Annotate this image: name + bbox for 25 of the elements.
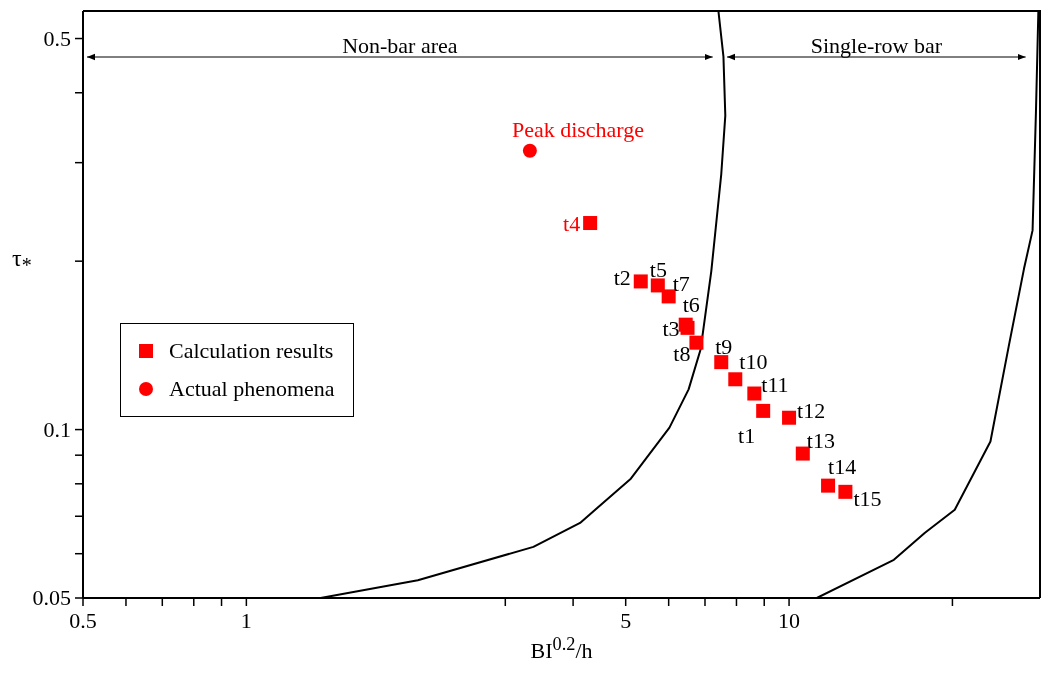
y-tick-label: 0.5	[43, 25, 71, 51]
x-tick-label: 10	[778, 608, 801, 633]
x-axis-title: BI$^{0.2}$/h	[529, 634, 594, 665]
annotation: t5	[649, 257, 667, 283]
y-tick-label: 0.1	[43, 416, 71, 442]
annotation: t8	[673, 340, 691, 366]
y-tick-label: 0.05	[32, 585, 71, 610]
annotation: t9	[715, 334, 733, 360]
annotation: t12	[797, 397, 826, 423]
annotation: t3	[662, 315, 680, 341]
annotation: t13	[806, 427, 835, 453]
annotation: t4	[563, 211, 581, 237]
annotation: Peak discharge	[511, 116, 645, 142]
legend-label: Actual phenomena	[169, 375, 335, 403]
annotation: t2	[613, 265, 631, 291]
x-tick-label: 5	[620, 608, 632, 633]
annotation: t14	[828, 453, 857, 479]
y-axis-title: τ$_{*}$	[12, 244, 32, 277]
annotation: t15	[853, 485, 882, 511]
annotation: Non-bar area	[342, 33, 458, 58]
legend-label: Calculation results	[169, 337, 334, 365]
annotation: t1	[738, 422, 756, 448]
x-tick-label: 0.5	[69, 608, 97, 633]
annotation: Single-row bar	[810, 33, 943, 58]
x-tick-label: 1	[240, 608, 252, 633]
